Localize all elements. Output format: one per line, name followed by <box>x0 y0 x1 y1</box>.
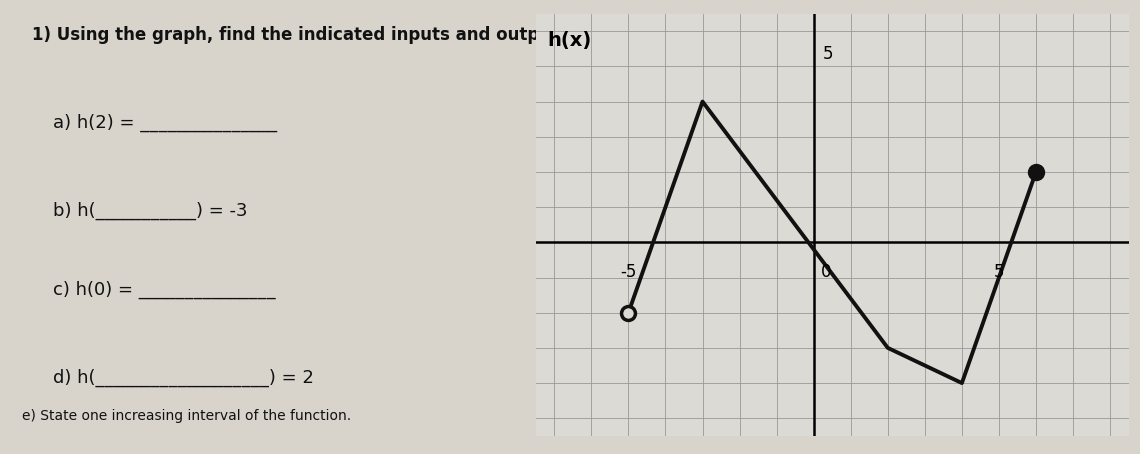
Text: e) State one increasing interval of the function.: e) State one increasing interval of the … <box>22 409 351 423</box>
Text: 0: 0 <box>821 263 831 281</box>
Text: b) h(___________) = -3: b) h(___________) = -3 <box>54 202 247 220</box>
Text: 5: 5 <box>823 45 833 63</box>
Text: d) h(___________________) = 2: d) h(___________________) = 2 <box>54 369 315 387</box>
Text: c) h(0) = _______________: c) h(0) = _______________ <box>54 281 276 299</box>
Text: 5: 5 <box>994 263 1004 281</box>
Text: 1) Using the graph, find the indicated inputs and outputs.: 1) Using the graph, find the indicated i… <box>32 26 576 44</box>
Text: h(x): h(x) <box>547 31 592 50</box>
Text: -5: -5 <box>620 263 636 281</box>
Text: a) h(2) = _______________: a) h(2) = _______________ <box>54 114 277 132</box>
